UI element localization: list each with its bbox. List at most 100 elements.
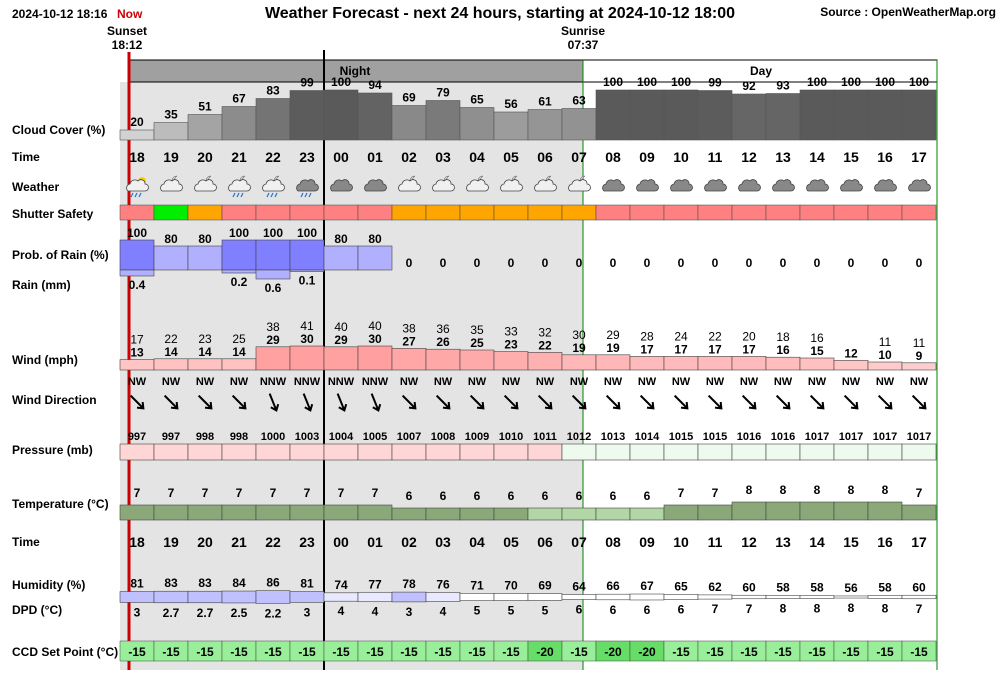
cloud-bar	[187, 114, 223, 141]
cloud-icon	[806, 179, 829, 192]
dpd-value: 8	[882, 601, 889, 615]
humidity-value: 58	[776, 581, 790, 595]
row-label-time-2: Time	[12, 535, 40, 549]
wind-bar	[119, 359, 155, 371]
wind-direction-label: NW	[740, 376, 759, 388]
wind-speed-value: 16	[776, 343, 790, 357]
wind-bar	[391, 348, 427, 371]
humidity-bar	[255, 590, 291, 604]
ccd-value: -15	[876, 645, 894, 659]
humidity-value: 64	[572, 580, 586, 594]
humidity-value: 86	[266, 576, 280, 590]
temperature-value: 7	[338, 486, 345, 500]
cloud-bar	[731, 93, 767, 141]
ccd-value: -15	[400, 645, 418, 659]
time-label: 06	[537, 534, 553, 550]
pressure-bar	[221, 443, 257, 461]
temperature-value: 6	[440, 489, 447, 503]
humidity-bar	[697, 594, 733, 600]
cloud-icon	[704, 179, 727, 192]
humidity-value: 81	[130, 577, 144, 591]
humidity-value: 74	[334, 578, 348, 592]
temperature-value: 6	[576, 489, 583, 503]
wind-bar	[663, 356, 699, 371]
temperature-value: 7	[678, 486, 685, 500]
rain-prob-value: 80	[368, 232, 382, 246]
pressure-value: 1010	[499, 431, 523, 443]
temperature-value: 7	[372, 486, 379, 500]
pressure-value: 1007	[397, 431, 421, 443]
shutter-cell	[221, 204, 257, 221]
pressure-bar	[357, 443, 393, 461]
ccd-value: -15	[672, 645, 690, 659]
ccd-value: -15	[502, 645, 520, 659]
humidity-value: 56	[844, 581, 858, 595]
dpd-value: 7	[746, 602, 753, 616]
wind-bar	[323, 346, 359, 371]
pressure-value: 1011	[533, 431, 557, 443]
wind-direction-label: NW	[434, 376, 453, 388]
row-label-rain-mm: Rain (mm)	[12, 278, 71, 292]
wind-gust-value: 38	[402, 321, 416, 335]
pressure-value: 1013	[601, 431, 625, 443]
time-label: 11	[708, 149, 723, 165]
ccd-value: -20	[638, 645, 656, 659]
humidity-bar	[595, 593, 631, 601]
time-label: 10	[673, 149, 689, 165]
rain-prob-value: 0	[610, 256, 617, 270]
humidity-value: 65	[674, 579, 688, 593]
humidity-value: 83	[198, 576, 212, 590]
cloud-bar	[289, 90, 325, 141]
wind-direction-label: NNW	[328, 376, 355, 388]
humidity-bar	[391, 591, 427, 603]
dpd-value: 5	[508, 604, 515, 618]
wind-bar	[799, 357, 835, 371]
time-label: 13	[775, 149, 791, 165]
humidity-bar	[527, 593, 563, 601]
shutter-cell	[595, 204, 631, 221]
cloud-value: 99	[300, 76, 314, 90]
wind-direction-label: NW	[502, 376, 521, 388]
cloud-moon-icon	[194, 175, 217, 192]
pressure-bar	[119, 443, 155, 461]
cloud-moon-icon	[466, 175, 489, 192]
cloud-value: 35	[164, 108, 178, 122]
pressure-value: 1012	[567, 431, 591, 443]
humidity-bar	[357, 591, 393, 603]
wind-speed-value: 17	[640, 342, 654, 356]
dpd-value: 3	[134, 605, 141, 619]
rain-mm-bar	[119, 269, 155, 277]
time-label: 19	[163, 149, 179, 165]
ccd-value: -15	[910, 645, 928, 659]
temperature-bar	[289, 504, 325, 521]
dpd-value: 7	[712, 602, 719, 616]
temperature-value: 6	[474, 489, 481, 503]
wind-gust-value: 22	[708, 329, 722, 343]
dpd-value: 5	[474, 604, 481, 618]
wind-gust-value: 18	[776, 330, 790, 344]
shutter-cell	[561, 204, 597, 221]
wind-gust-value: 33	[504, 325, 518, 339]
cloud-value: 65	[470, 93, 484, 107]
wind-speed-value: 22	[538, 338, 552, 352]
shutter-cell	[697, 204, 733, 221]
now-label: Now	[117, 7, 143, 21]
humidity-bar	[425, 592, 461, 602]
wind-arrow-icon	[231, 394, 247, 410]
pressure-value: 1004	[329, 431, 354, 443]
ccd-value: -15	[366, 645, 384, 659]
time-label: 07	[571, 149, 587, 165]
time-label: 20	[197, 534, 213, 550]
row-label-cloud: Cloud Cover (%)	[12, 123, 105, 137]
row-label-wind-direction: Wind Direction	[12, 393, 97, 407]
cloud-bar	[221, 106, 257, 141]
wind-speed-value: 17	[708, 342, 722, 356]
wind-bar	[289, 345, 325, 371]
time-label: 23	[299, 534, 315, 550]
time-label: 03	[435, 534, 451, 550]
wind-gust-value: 28	[640, 329, 654, 343]
dpd-value: 8	[814, 601, 821, 615]
humidity-bar	[289, 591, 325, 603]
rain-prob-value: 0	[576, 256, 583, 270]
rain-prob-value: 0	[542, 256, 549, 270]
